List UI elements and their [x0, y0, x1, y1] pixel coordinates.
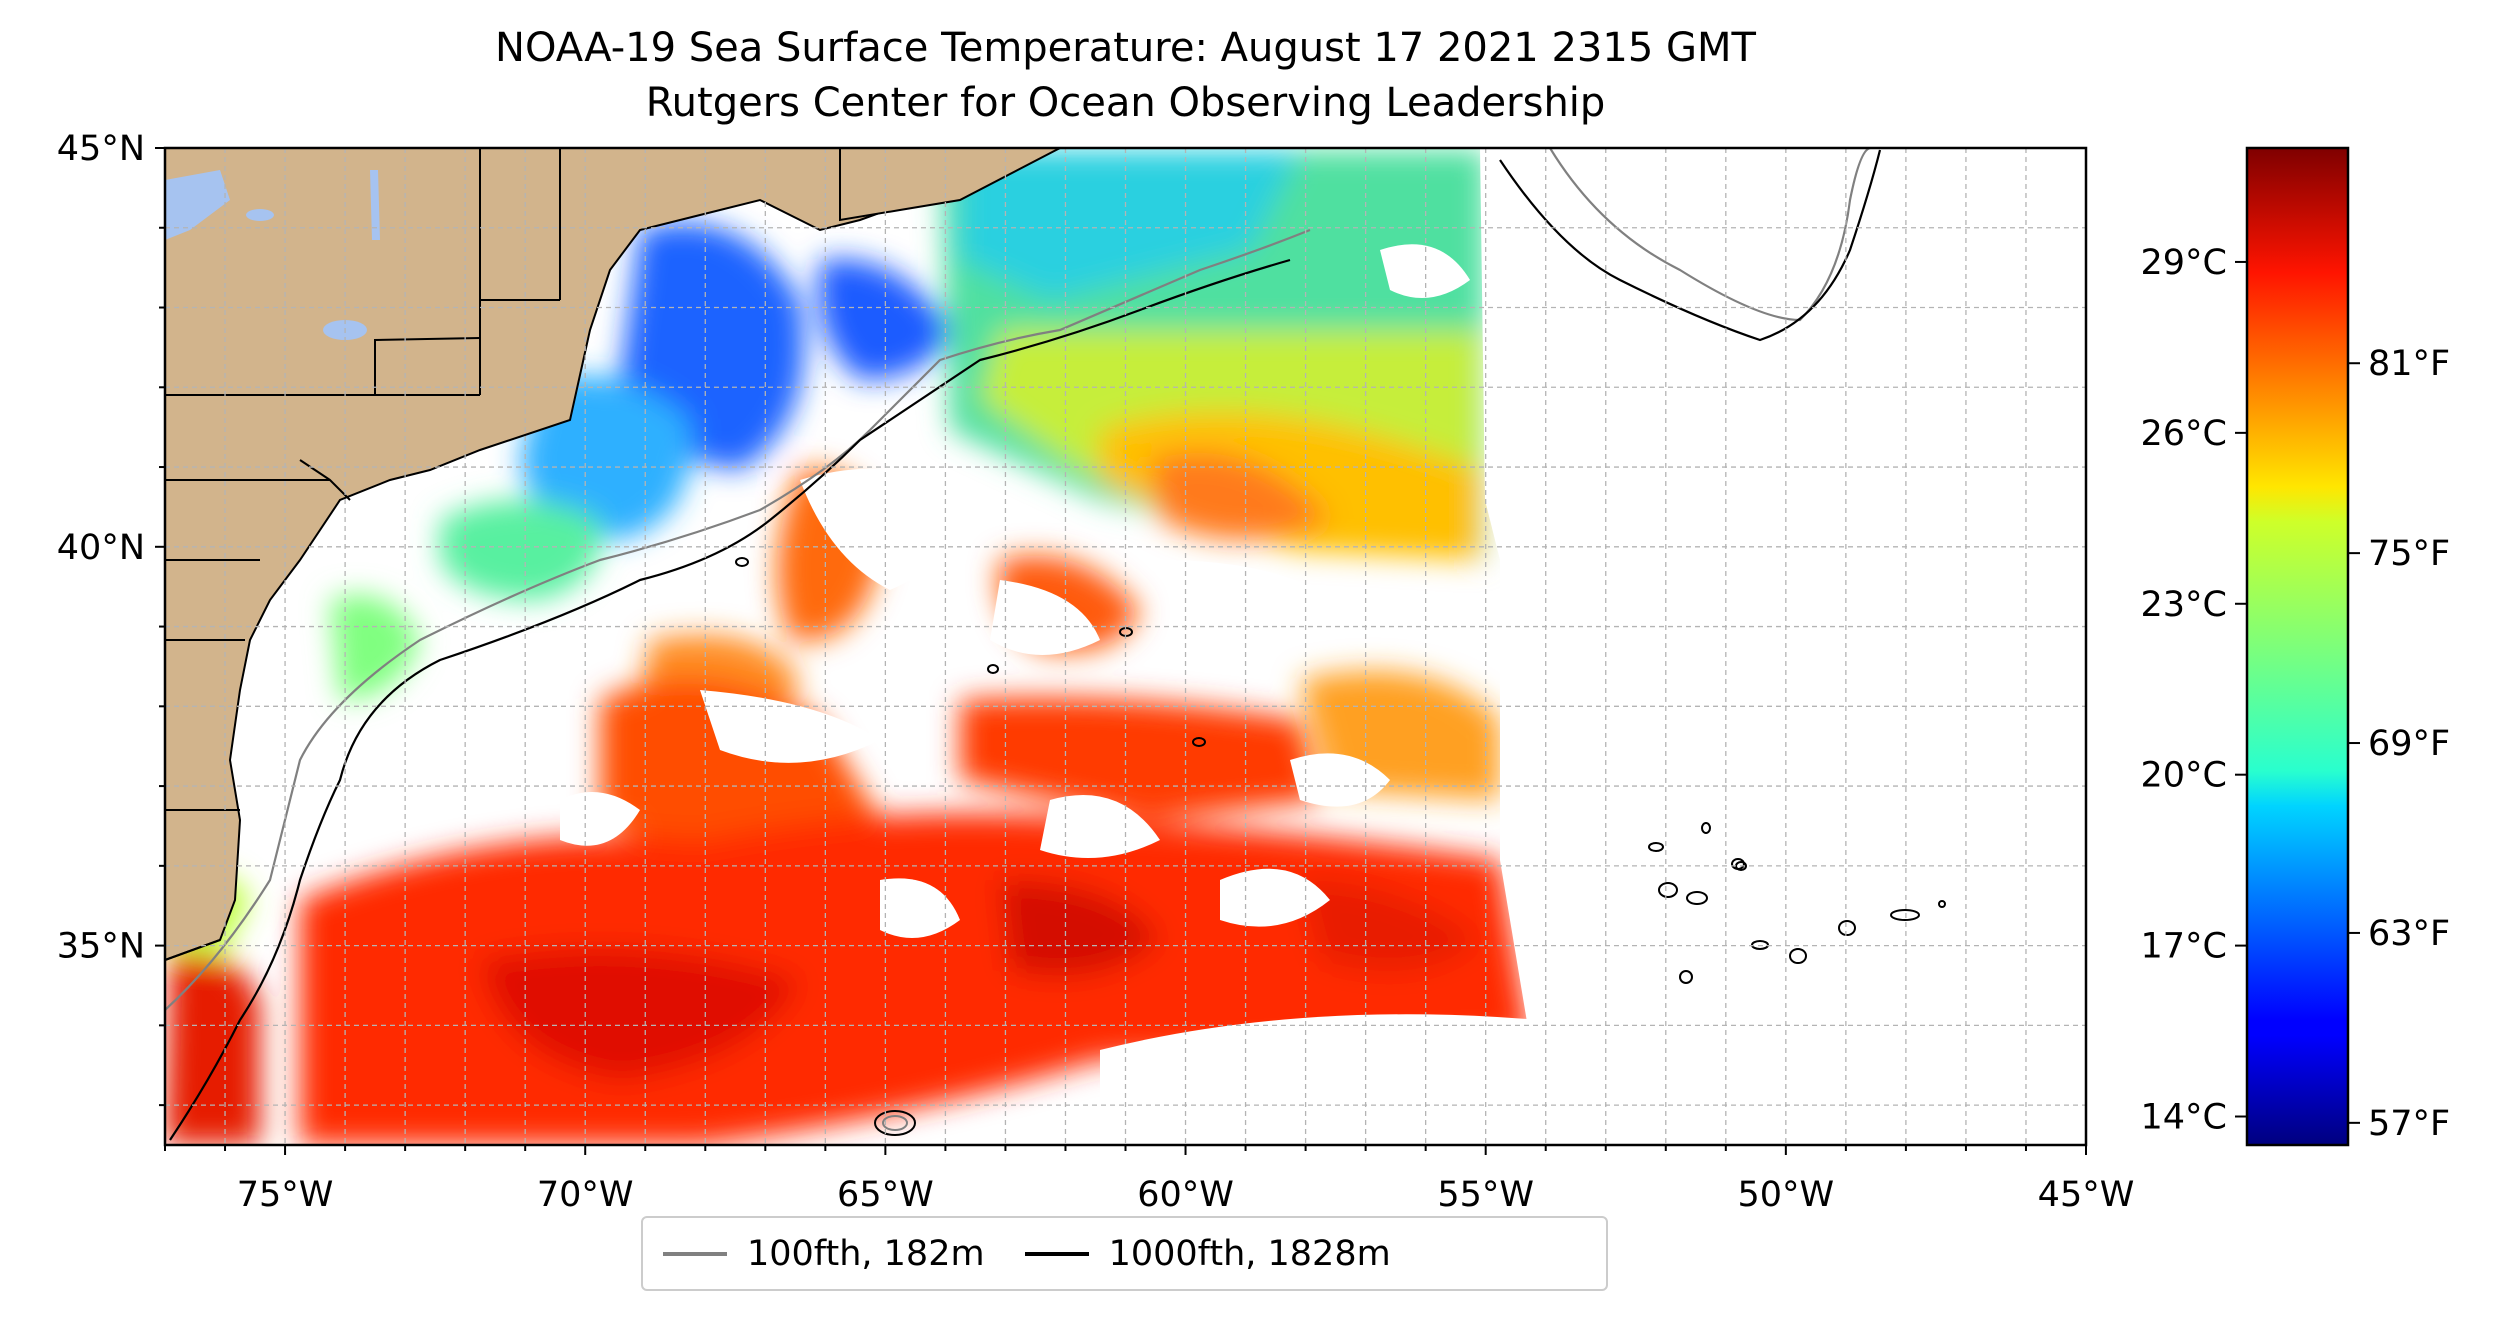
celsius-label: 29°C	[2141, 243, 2227, 283]
fahrenheit-label: 69°F	[2368, 724, 2450, 764]
colorbar-gradient	[2247, 148, 2348, 1145]
lon-label: 55°W	[1437, 1175, 1534, 1215]
legend-swatch-1000fth	[1024, 1251, 1089, 1256]
celsius-label: 20°C	[2141, 756, 2227, 796]
legend-item-1000fth: 1000fth, 1828m	[1024, 1233, 1391, 1274]
lat-label: 40°N	[57, 528, 145, 568]
celsius-label: 26°C	[2141, 414, 2227, 454]
lon-label: 75°W	[237, 1175, 334, 1215]
lon-label: 60°W	[1137, 1175, 1234, 1215]
legend-label-1000fth: 1000fth, 1828m	[1108, 1233, 1391, 1274]
celsius-label: 23°C	[2141, 585, 2227, 625]
colorbar-fahrenheit-axis: 81°F 75°F 69°F 63°F 57°F	[2348, 344, 2450, 1144]
gridlines	[165, 148, 2086, 1145]
lat-label: 45°N	[57, 129, 145, 169]
colorbar-frame	[2245, 146, 2350, 1147]
fahrenheit-label: 75°F	[2368, 534, 2450, 574]
legend-label-100fth: 100fth, 182m	[747, 1233, 985, 1274]
land-mass	[165, 148, 1061, 962]
map-legend: 100fth, 182m 1000fth, 1828m	[641, 1216, 1608, 1291]
lon-label: 50°W	[1738, 1175, 1835, 1215]
lon-label: 65°W	[837, 1175, 934, 1215]
state-borders	[165, 148, 561, 961]
colorbar-celsius-axis: 29°C 26°C 23°C 20°C 17°C 14°C	[2141, 243, 2247, 1138]
map-subtitle: Rutgers Center for Ocean Observing Leade…	[645, 80, 1606, 126]
celsius-label: 17°C	[2141, 927, 2227, 967]
lon-label: 70°W	[537, 1175, 634, 1215]
fahrenheit-label: 81°F	[2368, 344, 2450, 384]
map-title: NOAA-19 Sea Surface Temperature: August …	[495, 25, 1756, 71]
seamounts	[735, 557, 1946, 1136]
legend-swatch-100fth	[663, 1251, 727, 1256]
lon-label: 45°W	[2038, 1175, 2135, 1215]
bathymetry-1000fth	[169, 149, 1882, 1141]
lakes	[165, 170, 380, 340]
fahrenheit-label: 63°F	[2368, 914, 2450, 954]
fahrenheit-label: 57°F	[2368, 1104, 2450, 1144]
sst-data-layer	[165, 148, 2086, 1145]
colorbar: 29°C 26°C 23°C 20°C 17°C 14°C 81°F 75°F 69°F 63°…	[2141, 146, 2450, 1147]
latitude-axis: 45°N 40°N 35°N	[57, 129, 165, 1107]
longitude-axis: 75°W 70°W 65°W 60°W 55°W 50°W 45°W	[164, 1145, 2135, 1215]
legend-item-100fth: 100fth, 182m	[663, 1234, 985, 1274]
celsius-label: 14°C	[2141, 1098, 2227, 1138]
lat-label: 35°N	[57, 927, 145, 967]
